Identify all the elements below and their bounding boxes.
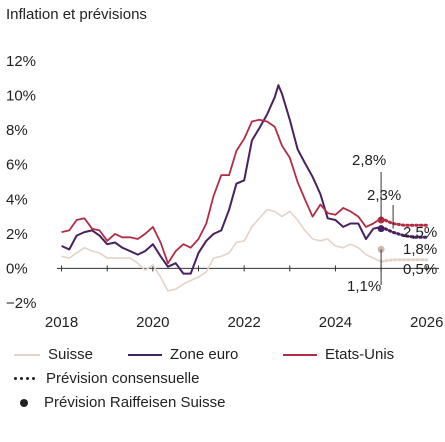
y-tick-label: 0% [6, 260, 28, 277]
annotation-label: 2,5% [403, 224, 437, 241]
y-tick-label: 2% [6, 226, 28, 243]
series-line-etats-unis [61, 118, 382, 265]
y-axis-ticks: −2% 0% 2% 4% 6% 8% 10% 12% [6, 53, 36, 312]
annotation-label: 2,8% [352, 152, 386, 169]
forecast-consensus-line [379, 216, 429, 227]
forecast-marks [377, 216, 429, 263]
y-tick-label: 6% [6, 157, 28, 174]
forecast-consensus-line [379, 258, 429, 263]
y-tick-label: 12% [6, 53, 36, 70]
series-line-zone-euro [61, 84, 382, 275]
x-tick-label: 2018 [45, 314, 78, 331]
x-tick-label: 2024 [319, 314, 352, 331]
y-tick-label: −2% [6, 295, 36, 312]
zero-axis [57, 265, 439, 272]
y-tick-label: 10% [6, 88, 36, 105]
x-tick-label: 2022 [227, 314, 260, 331]
y-tick-label: 8% [6, 122, 28, 139]
annotation-label: 0,5% [403, 261, 437, 278]
annotation-label: 1,8% [403, 241, 437, 258]
forecast-annotations: 2,8% 2,3% 1,1% 2,5%1,8% 0,5% [347, 152, 437, 295]
annotation-label: 1,1% [347, 278, 381, 295]
forecast-raiffeisen-point [377, 225, 385, 233]
series-lines [61, 84, 382, 292]
annotation-label: 2,3% [367, 187, 401, 204]
series-line-suisse [61, 208, 382, 292]
y-tick-label: 4% [6, 191, 28, 208]
forecast-consensus-line [379, 225, 429, 239]
x-tick-label: 2026 [410, 314, 443, 331]
chart-title: Inflation et prévisions [6, 6, 147, 23]
x-axis-ticks: 2018 2020 2022 2024 2026 [45, 314, 444, 331]
x-tick-label: 2020 [136, 314, 169, 331]
